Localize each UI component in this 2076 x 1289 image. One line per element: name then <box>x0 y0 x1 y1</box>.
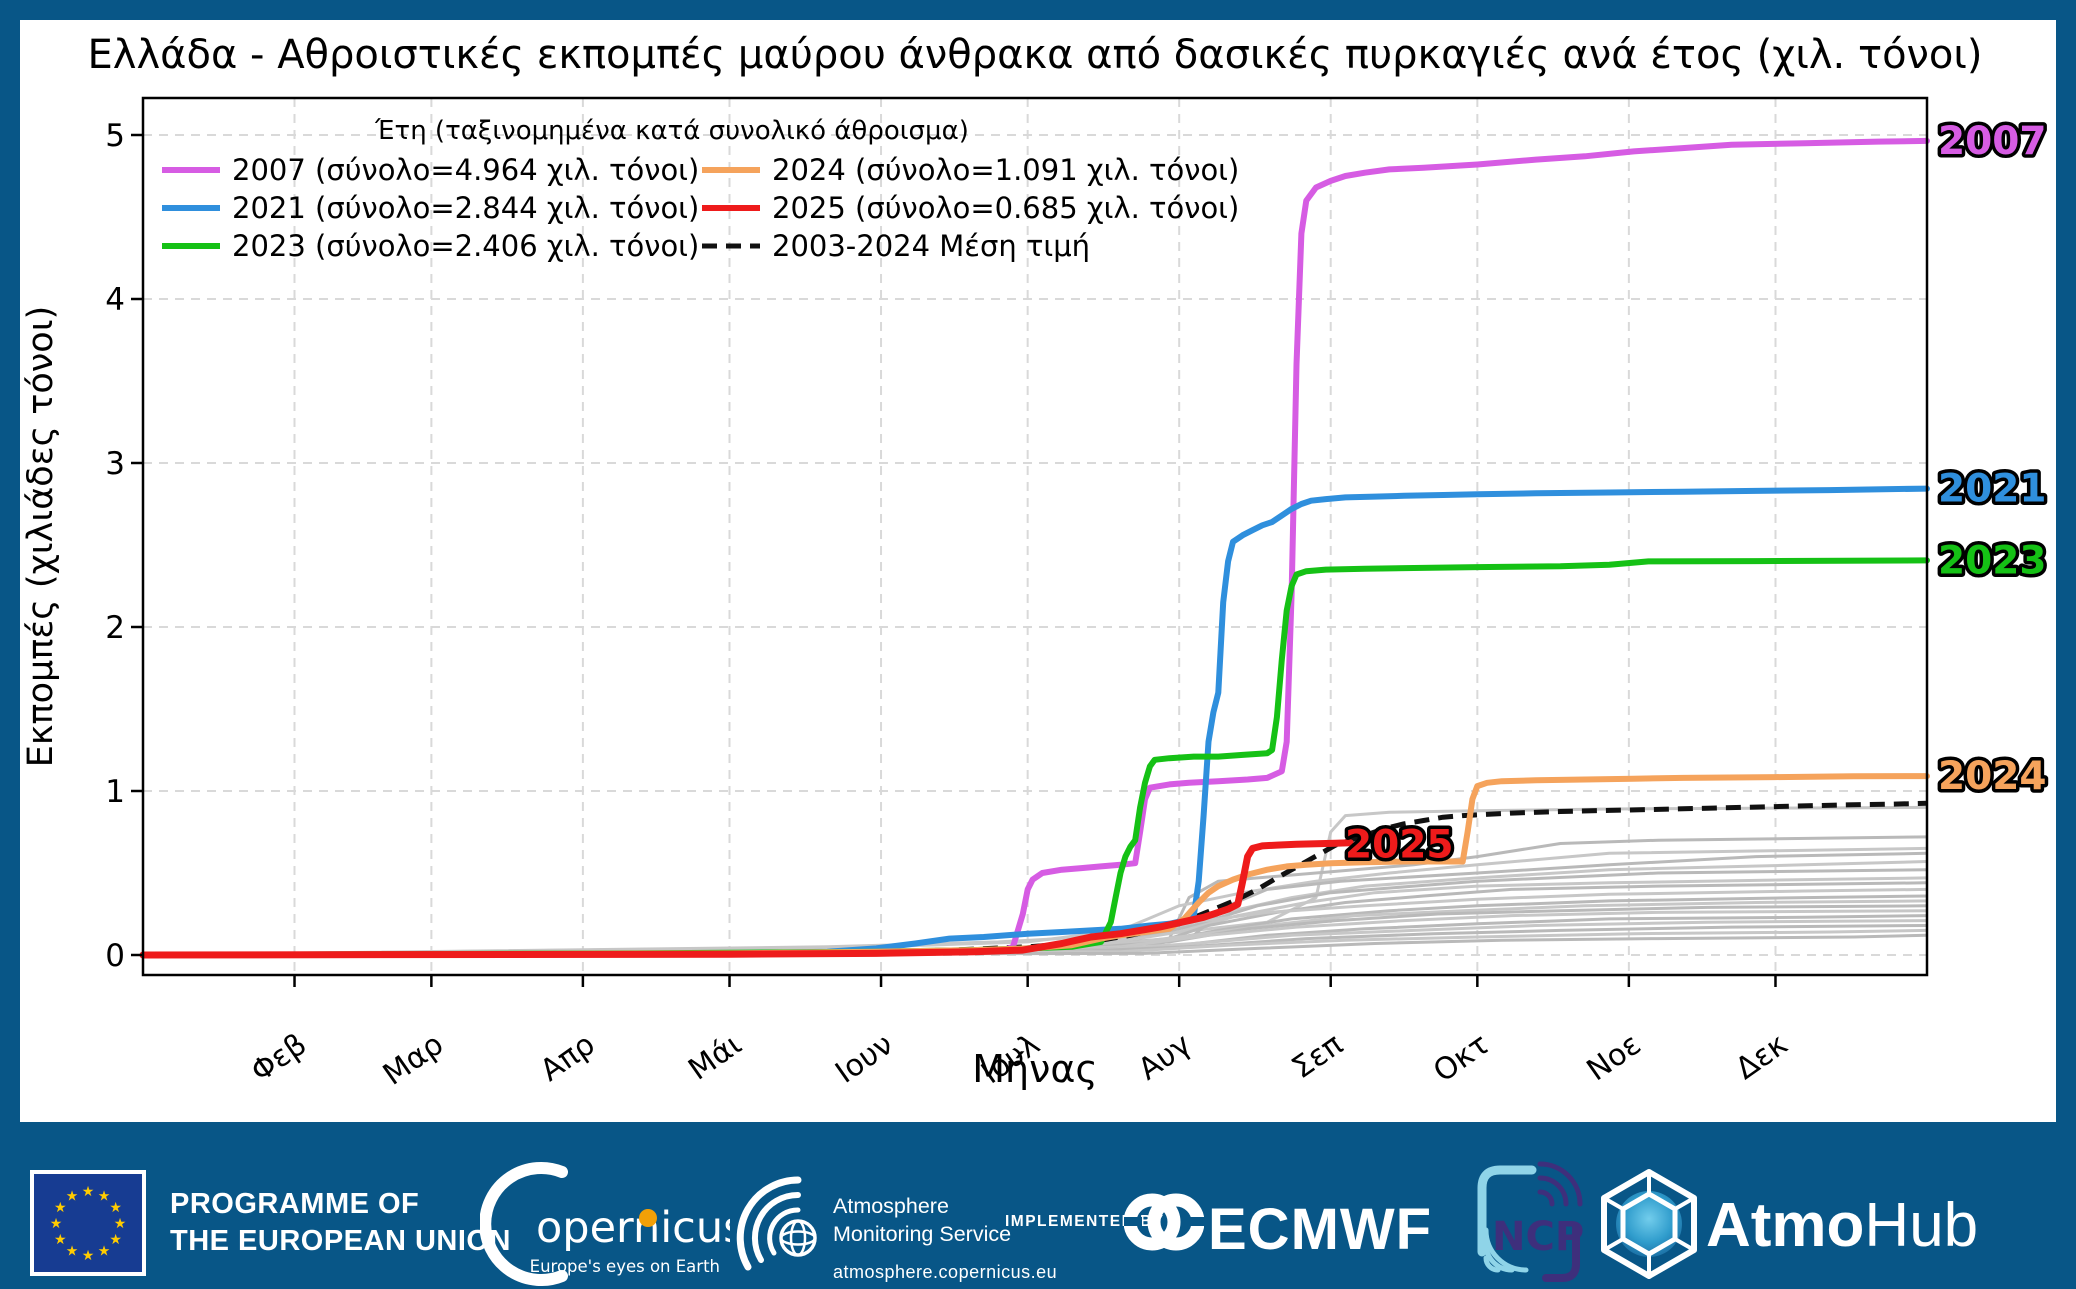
eu-star-icon: ★ <box>50 1216 63 1232</box>
y-tick-label: 1 <box>105 774 125 810</box>
y-tick-label: 4 <box>105 282 125 318</box>
x-tick-label: Ιουν <box>829 1027 899 1091</box>
atmohub-wordmark: AtmoHub <box>1706 1190 1978 1261</box>
y-axis-label: Εκπομπές (χιλιάδες τόνοι) <box>21 306 61 767</box>
y-tick-label: 3 <box>105 446 125 482</box>
x-tick-label: Αυγ <box>1132 1027 1198 1088</box>
ams-logo <box>736 1176 817 1271</box>
eu-star-icon: ★ <box>54 1232 67 1248</box>
ams-url: atmosphere.copernicus.eu <box>833 1262 1058 1282</box>
eu-star-icon: ★ <box>98 1244 111 1260</box>
copernicus-crescent-icon <box>480 1162 568 1286</box>
x-tick-label: Μαρ <box>377 1027 450 1093</box>
series-2007-line <box>140 137 1930 958</box>
atmohub-wordmark-bold: Atmo <box>1706 1191 1865 1260</box>
background-year-line <box>142 887 1928 957</box>
year-label-2021: 2021 <box>1938 467 2047 512</box>
copernicus-logo: opernicus Europe's eyes on Earth <box>480 1162 730 1286</box>
atmohub-wordmark-light: Hub <box>1864 1191 1979 1260</box>
atmohub-icon <box>1601 1169 1697 1279</box>
eu-star-icon: ★ <box>66 1244 79 1260</box>
background-year-line <box>142 928 1928 957</box>
eu-star-icon: ★ <box>109 1232 122 1248</box>
copernicus-tagline: Europe's eyes on Earth <box>530 1257 720 1276</box>
ams-text: Atmosphere Monitoring Service <box>833 1192 1011 1248</box>
legend-label-2021: 2021 (σύνολο=2.844 χιλ. τόνοι) <box>232 191 699 225</box>
eu-star-icon: ★ <box>82 1248 95 1264</box>
series-2021-line <box>140 485 1930 958</box>
year-label-2024: 2024 <box>1938 754 2047 799</box>
eu-flag-icon: ★ ★★★★★★★★★★★ <box>30 1170 146 1276</box>
legend-title: Έτη (ταξινομημένα κατά συνολικό άθροισμα… <box>374 116 969 146</box>
eu-star-icon: ★ <box>54 1200 67 1216</box>
ams-line2: Monitoring Service <box>833 1222 1012 1246</box>
ecmwf-icon <box>1124 1193 1204 1251</box>
eu-star-icon: ★ <box>98 1188 111 1204</box>
copernicus-dot-icon <box>639 1209 657 1227</box>
eu-star-icon: ★ <box>66 1188 79 1204</box>
series-2025-line <box>139 839 1354 959</box>
x-tick-label: Σεπ <box>1286 1027 1350 1086</box>
globe-icon <box>779 1219 817 1257</box>
legend-label-mean: 2003-2024 Μέση τιμή <box>772 229 1090 263</box>
legend-label-2025: 2025 (σύνολο=0.685 χιλ. τόνοι) <box>772 191 1239 225</box>
eu-star-icon: ★ <box>109 1200 122 1216</box>
eu-programme-line1: PROGRAMME OF <box>170 1188 420 1220</box>
x-tick-label: Νοε <box>1581 1027 1648 1088</box>
eu-programme-text: PROGRAMME OF THE EUROPEAN UNION <box>170 1186 511 1260</box>
y-tick-label: 2 <box>105 610 125 646</box>
year-label-2025: 2025 <box>1345 823 1454 868</box>
ncp-logo: NCP <box>1477 1161 1584 1282</box>
x-tick-label: Φεβ <box>245 1027 313 1090</box>
eu-star-icon: ★ <box>114 1216 127 1232</box>
x-tick-label: Μάι <box>682 1027 748 1088</box>
x-tick-label: Απρ <box>534 1027 601 1089</box>
y-tick-label: 5 <box>105 118 125 154</box>
legend-label-2007: 2007 (σύνολο=4.964 χιλ. τόνοι) <box>232 153 699 187</box>
chart-title: Ελλάδα - Αθροιστικές εκπομπές μαύρου άνθ… <box>88 32 1983 78</box>
legend-label-2023: 2023 (σύνολο=2.406 χιλ. τόνοι) <box>232 229 699 263</box>
background-year-line <box>142 933 1928 957</box>
plot-frame <box>141 96 1929 977</box>
year-label-2007: 2007 <box>1938 119 2047 164</box>
x-axis-label: Μήνας <box>972 1047 1097 1091</box>
x-tick-label: Οκτ <box>1427 1027 1496 1090</box>
background-year-line <box>142 876 1928 957</box>
year-label-2023: 2023 <box>1938 538 2047 583</box>
ecmwf-wordmark: ECMWF <box>1208 1197 1433 1262</box>
copernicus-wordmark: opernicus <box>536 1203 730 1253</box>
legend-label-2024: 2024 (σύνολο=1.091 χιλ. τόνοι) <box>772 153 1239 187</box>
series-2024-line <box>140 773 1930 958</box>
ncp-wordmark: NCP <box>1492 1214 1584 1260</box>
x-tick-label: Δεκ <box>1729 1027 1794 1087</box>
y-tick-label: 0 <box>105 938 125 974</box>
series-2023-line <box>140 557 1930 958</box>
eu-star-icon: ★ <box>82 1184 95 1200</box>
ams-line1: Atmosphere <box>833 1194 949 1218</box>
eu-programme-line2: THE EUROPEAN UNION <box>170 1225 511 1257</box>
